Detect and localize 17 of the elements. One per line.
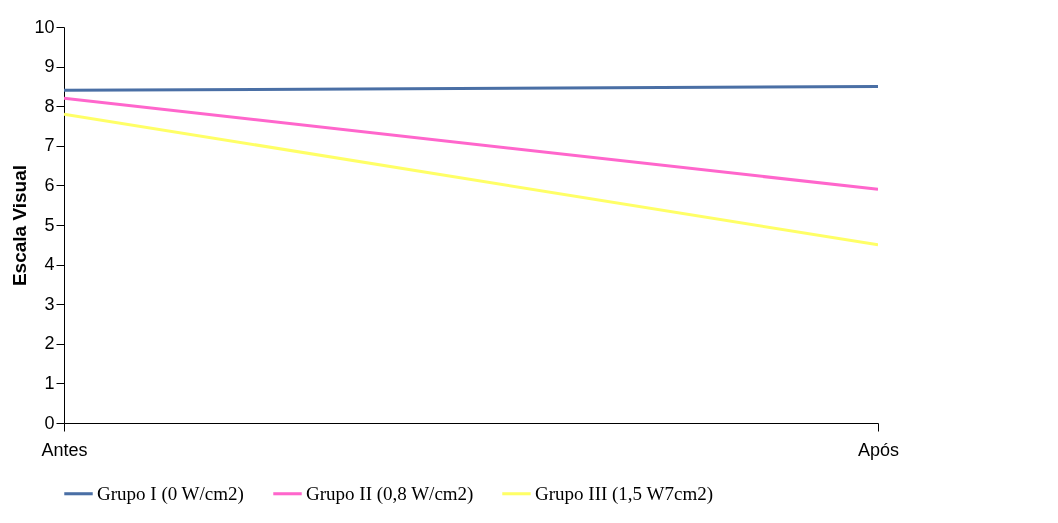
legend-label: Grupo I (0 W/cm2) [97,482,244,505]
y-tick-label: 3 [44,293,55,314]
y-tick-label: 10 [34,16,55,37]
y-tick-label: 6 [44,174,55,195]
y-tick-label: 7 [44,135,55,156]
x-tick-label: Após [857,439,900,460]
y-tick-label: 1 [44,372,55,393]
legend-label: Grupo III (1,5 W7cm2) [535,482,713,505]
y-axis-title: Escala Visual [9,164,31,287]
y-tick-label: 2 [44,333,55,354]
y-tick-label: 8 [44,95,55,116]
y-tick-label: 5 [44,214,55,235]
x-tick-label: Antes [41,439,88,460]
y-tick-label: 4 [44,254,55,275]
y-tick-label: 0 [44,412,55,433]
legend-label: Grupo II (0,8 W/cm2) [306,482,474,505]
y-tick-label: 9 [44,56,55,77]
